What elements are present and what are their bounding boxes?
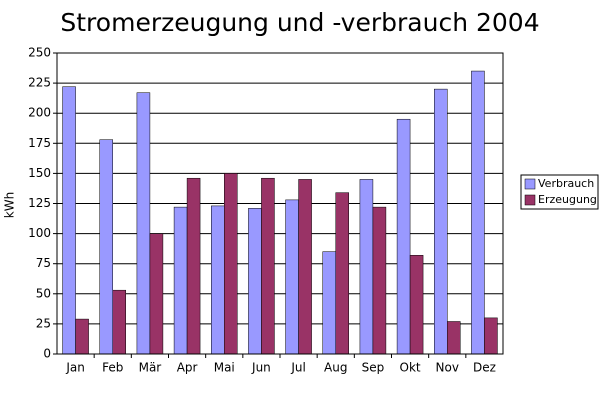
y-tick-label: 200 xyxy=(28,106,51,120)
bar xyxy=(322,251,336,355)
bar xyxy=(471,70,485,355)
x-tick-label: Jan xyxy=(65,361,85,375)
bar xyxy=(248,208,262,355)
plot-border xyxy=(56,52,504,355)
bar xyxy=(112,289,126,355)
bar xyxy=(173,206,188,355)
x-tick-label: Mär xyxy=(139,361,162,375)
legend-label: Verbrauch xyxy=(538,177,594,190)
x-tick-label: Dez xyxy=(473,361,496,375)
bar xyxy=(359,179,374,355)
bar xyxy=(75,318,89,355)
x-tick-label: Nov xyxy=(436,361,459,375)
y-tick-label: 75 xyxy=(36,256,51,270)
chart-title: Stromerzeugung und -verbrauch 2004 xyxy=(60,8,539,37)
legend-label: Erzeugung xyxy=(538,193,597,206)
y-tick-label: 0 xyxy=(43,347,51,361)
y-axis-label: kWh xyxy=(3,192,17,218)
y-tick-label: 175 xyxy=(28,136,51,150)
x-tick-label: Jun xyxy=(251,361,271,375)
bar xyxy=(298,179,312,355)
x-tick-label: Okt xyxy=(400,361,421,375)
x-tick-label: Sep xyxy=(362,361,385,375)
bar xyxy=(396,118,411,355)
bar xyxy=(99,139,113,355)
legend-swatch xyxy=(524,194,536,206)
bar xyxy=(447,321,461,355)
bar xyxy=(261,177,275,355)
y-tick-label: 250 xyxy=(28,46,51,60)
bar xyxy=(149,233,164,355)
bar xyxy=(372,206,387,355)
y-tick-label: 25 xyxy=(36,316,51,330)
x-tick-label: Apr xyxy=(177,361,198,375)
bar xyxy=(285,199,299,355)
bar xyxy=(434,88,448,355)
x-tick-label: Aug xyxy=(324,361,347,375)
y-tick-label: 100 xyxy=(28,226,51,240)
bar xyxy=(136,92,151,355)
x-tick-label: Jul xyxy=(290,361,305,375)
y-tick-label: 50 xyxy=(36,286,51,300)
y-tick-label: 150 xyxy=(28,166,51,180)
bar xyxy=(186,177,201,355)
bar xyxy=(484,317,498,355)
bar xyxy=(62,86,76,355)
bar xyxy=(211,205,225,355)
x-tick-label: Feb xyxy=(102,361,123,375)
bar xyxy=(409,255,424,355)
y-tick-label: 125 xyxy=(28,196,51,210)
x-tick-label: Mai xyxy=(214,361,235,375)
y-tick-label: 225 xyxy=(28,76,51,90)
legend-swatch xyxy=(524,178,536,190)
bar xyxy=(335,192,349,355)
bar xyxy=(224,173,238,355)
